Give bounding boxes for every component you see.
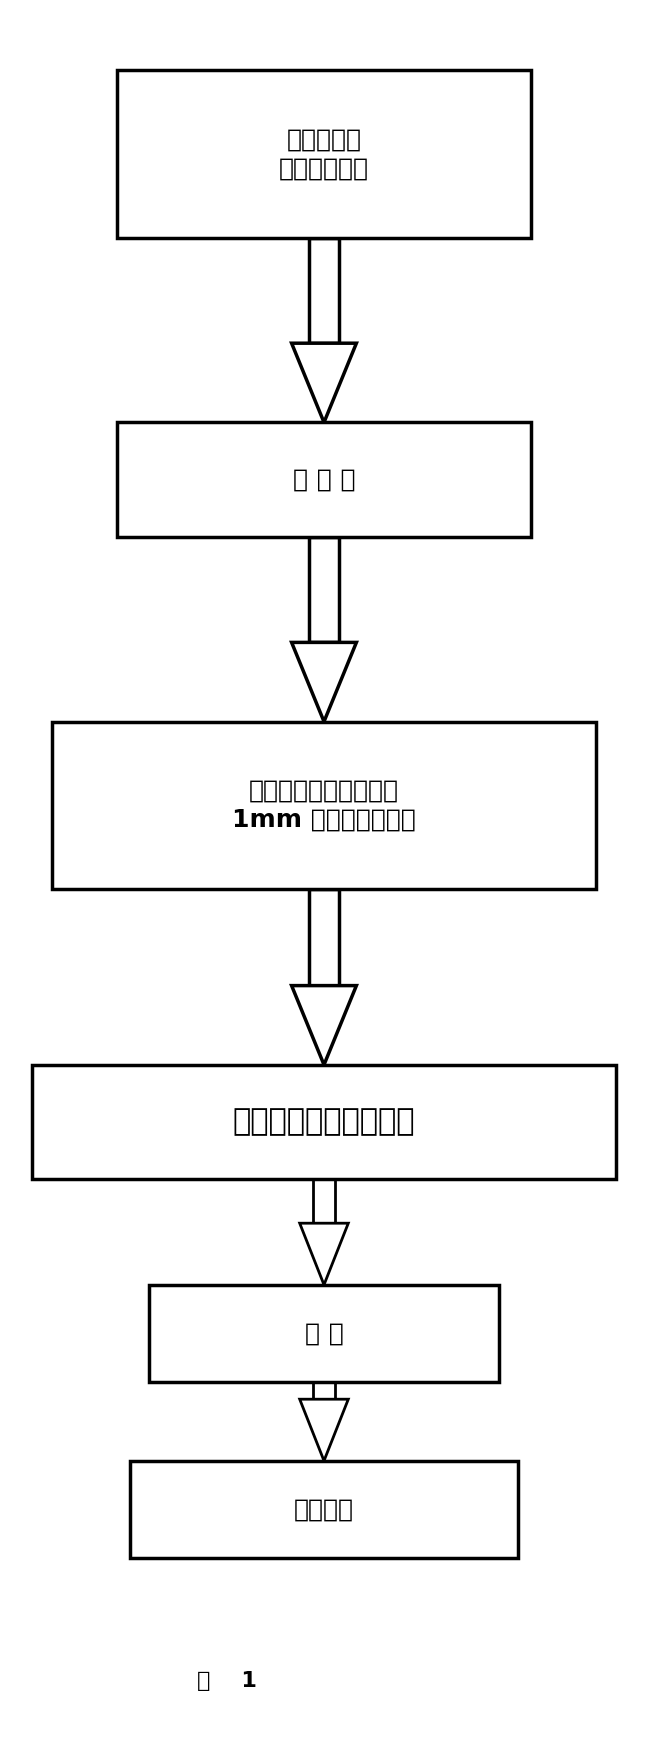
Text: 立体薄层湿地处理系统: 立体薄层湿地处理系统 <box>233 1107 415 1137</box>
Polygon shape <box>299 1399 349 1461</box>
Polygon shape <box>292 343 356 422</box>
FancyBboxPatch shape <box>117 422 531 537</box>
Bar <box>312 1382 336 1399</box>
Bar <box>312 1179 336 1223</box>
Text: 图    1: 图 1 <box>197 1670 257 1691</box>
Polygon shape <box>292 986 356 1065</box>
Polygon shape <box>299 1223 349 1285</box>
Text: 澄 清: 澄 清 <box>305 1322 343 1345</box>
Text: 清水排放: 清水排放 <box>294 1498 354 1521</box>
FancyBboxPatch shape <box>130 1461 518 1558</box>
FancyBboxPatch shape <box>149 1285 499 1382</box>
FancyBboxPatch shape <box>52 722 596 889</box>
Polygon shape <box>292 642 356 722</box>
Bar <box>309 889 338 986</box>
FancyBboxPatch shape <box>32 1065 616 1179</box>
Text: 蓄 水 池: 蓄 水 池 <box>293 468 355 491</box>
Bar <box>309 537 338 642</box>
Bar <box>309 238 338 343</box>
Text: 预处理：滤出直径大于
1mm 的颗粒及异物等: 预处理：滤出直径大于 1mm 的颗粒及异物等 <box>232 778 416 832</box>
Text: 富营养化水
城市生活废水: 富营养化水 城市生活废水 <box>279 127 369 181</box>
FancyBboxPatch shape <box>117 70 531 238</box>
